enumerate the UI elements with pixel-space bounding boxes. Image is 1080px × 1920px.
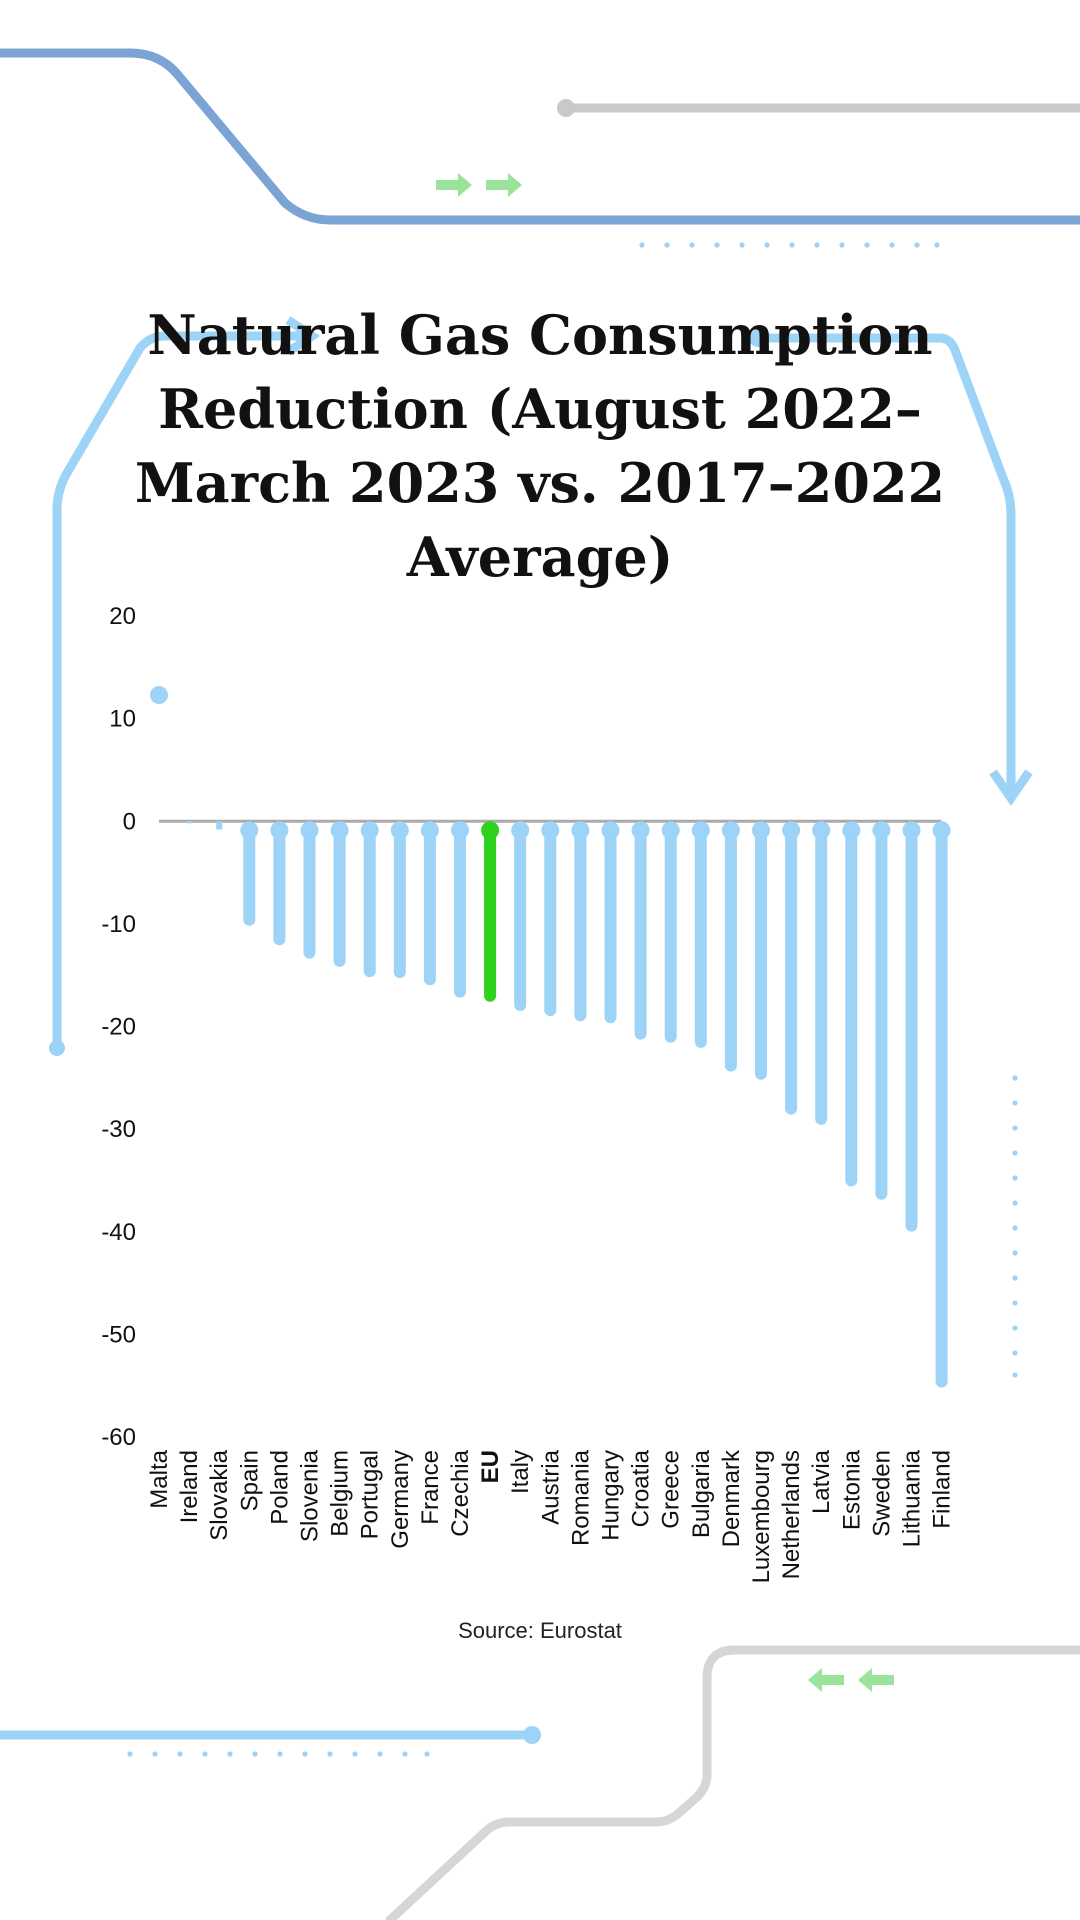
x-tick-label: Germany xyxy=(387,1450,414,1549)
bar-head-finland xyxy=(932,821,951,840)
y-tick-label: -40 xyxy=(101,1219,136,1246)
down-arrow-icon xyxy=(989,769,1033,806)
y-tick-label: -20 xyxy=(101,1014,136,1041)
bar-head-czechia xyxy=(451,821,469,840)
y-tick-label: 10 xyxy=(109,706,136,733)
x-tick-label: Poland xyxy=(266,1450,293,1525)
bar-head-lithuania xyxy=(902,821,921,840)
x-tick-label: Portugal xyxy=(357,1450,384,1539)
deco-dot xyxy=(557,99,575,117)
bar-head-sweden xyxy=(872,821,891,840)
bar-head-spain xyxy=(240,821,259,840)
bar-head-malta xyxy=(150,686,168,705)
x-tick-label: Sweden xyxy=(868,1450,895,1537)
bar-head-netherlands xyxy=(782,821,801,840)
bar-head-estonia xyxy=(842,821,861,840)
double-left-arrow-icon xyxy=(808,1668,894,1692)
deco-line-top-blue xyxy=(0,48,1080,225)
bar-slovakia xyxy=(216,821,223,830)
bar-head-romania xyxy=(571,821,590,840)
source-note: Source: Eurostat xyxy=(458,1618,622,1643)
x-tick-label: Bulgaria xyxy=(688,1449,715,1538)
x-tick-label: Slovakia xyxy=(206,1449,233,1540)
bar-head-portugal xyxy=(360,821,379,840)
bar-head-eu xyxy=(481,821,500,840)
x-tick-label: Romania xyxy=(567,1449,594,1546)
y-tick-label: -50 xyxy=(101,1321,136,1348)
x-tick-label: France xyxy=(417,1450,444,1525)
chart-title: Natural Gas Consumption Reduction (Augus… xyxy=(134,303,946,589)
x-tick-label: Netherlands xyxy=(778,1450,805,1579)
x-tick-label: Finland xyxy=(929,1450,956,1529)
bar-ireland xyxy=(186,821,193,824)
bar-head-denmark xyxy=(721,821,740,840)
bar-head-austria xyxy=(541,821,560,840)
double-right-arrow-icon xyxy=(436,173,522,197)
bar-head-france xyxy=(420,821,439,840)
bar-head-poland xyxy=(270,821,289,840)
deco-dot xyxy=(749,329,767,347)
deco-line-right-bracket xyxy=(753,333,1016,800)
x-tick-label: Estonia xyxy=(838,1449,865,1530)
bar-head-latvia xyxy=(812,821,831,840)
x-tick-label: Lithuania xyxy=(899,1449,926,1547)
x-tick-label: Austria xyxy=(537,1449,564,1524)
x-tick-label: Czechia xyxy=(447,1449,474,1536)
x-tick-label: Greece xyxy=(658,1450,685,1529)
deco-line-bottom-gray xyxy=(385,1645,1080,1920)
x-tick-label: Denmark xyxy=(718,1449,745,1547)
bar-head-belgium xyxy=(330,821,349,840)
bar-head-croatia xyxy=(631,821,650,840)
bar-head-bulgaria xyxy=(691,821,710,840)
x-tick-label: Italy xyxy=(507,1450,534,1494)
x-tick-label: Luxembourg xyxy=(748,1450,775,1583)
x-tick-label: Spain xyxy=(236,1450,263,1511)
x-tick-label: Croatia xyxy=(628,1449,655,1527)
y-tick-label: 0 xyxy=(123,808,136,835)
deco-line-left-bracket xyxy=(52,331,305,1053)
x-tick-label: Latvia xyxy=(808,1449,835,1514)
bar-head-hungary xyxy=(601,821,620,840)
x-tick-label: Malta xyxy=(146,1449,173,1508)
x-tick-label: Hungary xyxy=(598,1450,625,1541)
x-tick-label: EU xyxy=(477,1450,504,1483)
y-tick-label: -60 xyxy=(101,1424,136,1451)
y-tick-label: 20 xyxy=(109,603,136,630)
bar-head-greece xyxy=(661,821,680,840)
bar-head-luxembourg xyxy=(752,821,770,840)
bar-head-germany xyxy=(390,821,409,840)
right-arrow-icon xyxy=(285,316,321,356)
x-tick-label: Belgium xyxy=(327,1450,354,1537)
deco-dotted-row-top xyxy=(639,242,940,248)
deco-dot xyxy=(49,1040,65,1056)
x-tick-label: Slovenia xyxy=(297,1449,324,1542)
x-tick-label: Ireland xyxy=(176,1450,203,1523)
y-tick-label: -30 xyxy=(101,1116,136,1143)
y-tick-label: -10 xyxy=(101,911,136,938)
deco-dotted-row-bottom xyxy=(127,1751,430,1757)
bar-head-italy xyxy=(511,821,530,840)
deco-dot xyxy=(523,1726,541,1744)
bar-head-slovenia xyxy=(300,821,319,840)
deco-dotted-column-right xyxy=(1012,1075,1018,1378)
